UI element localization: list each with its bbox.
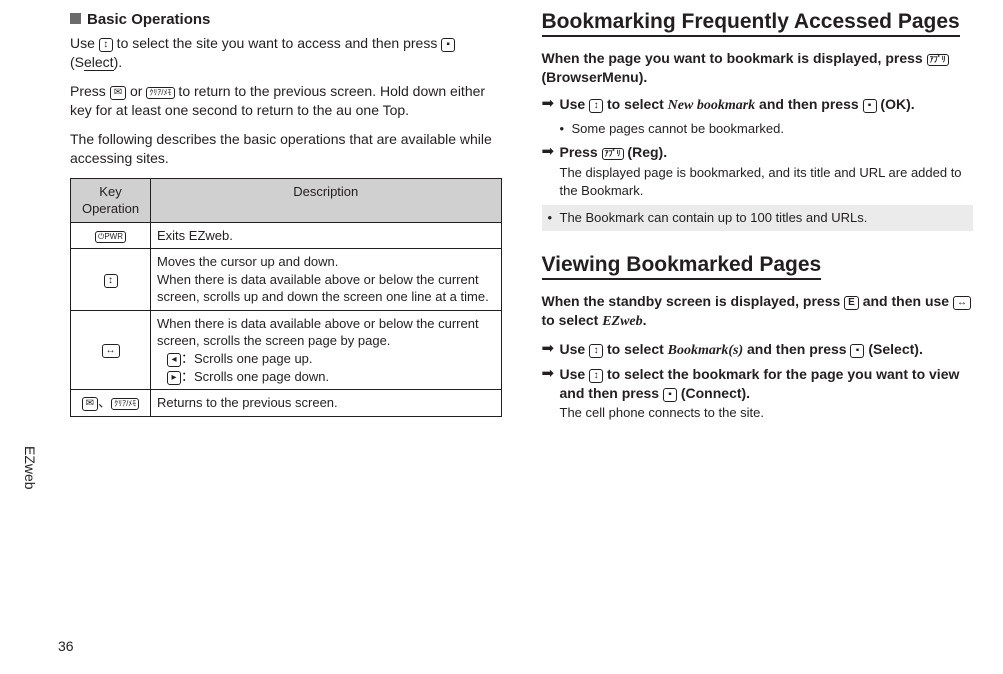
clear-memo-key-icon: ｸﾘｱ/ﾒﾓ	[146, 87, 174, 99]
square-bullet-icon	[70, 13, 81, 24]
table-row: ✉、ｸﾘｱ/ﾒﾓ Returns to the previous screen.	[71, 390, 502, 417]
updown-key-icon: ↕	[589, 344, 603, 358]
step-select-page-bookmark: ➡ Use ↕ to select the bookmark for the p…	[542, 365, 974, 422]
leftright-key-icon: ↔	[953, 296, 971, 310]
table-row: ↔ When there is data available above or …	[71, 310, 502, 389]
side-tab-label: EZweb	[18, 440, 41, 496]
viewing-heading: Viewing Bookmarked Pages	[542, 253, 822, 280]
clear-memo-key-icon: ｸﾘｱ/ﾒﾓ	[111, 398, 139, 410]
updown-key-icon: ↕	[589, 99, 603, 113]
viewing-lead: When the standby screen is displayed, pr…	[542, 292, 974, 332]
page-content: Basic Operations Use ↕ to select the sit…	[0, 0, 1003, 436]
operations-table: Key Operation Description ⏻PWR Exits EZw…	[70, 178, 502, 417]
arrow-icon: ➡	[542, 95, 560, 116]
updown-key-icon: ↕	[104, 274, 118, 288]
table-row: ↕ Moves the cursor up and down. When the…	[71, 249, 502, 311]
col-description: Description	[151, 178, 502, 222]
step-new-bookmark: ➡ Use ↕ to select New bookmark and then …	[542, 95, 974, 116]
right-column: Bookmarking Frequently Accessed Pages Wh…	[542, 10, 974, 426]
ez-key-icon: E	[844, 296, 859, 310]
para-return-prev: Press ✉ or ｸﾘｱ/ﾒﾓ to return to the previ…	[70, 82, 502, 120]
updown-key-icon: ↕	[99, 38, 113, 52]
center-key-icon: ▪	[850, 344, 864, 358]
left-column: Basic Operations Use ↕ to select the sit…	[70, 10, 502, 426]
updown-key-icon: ↕	[589, 369, 603, 383]
arrow-icon: ➡	[542, 143, 560, 199]
app-key-icon: ｱﾌﾟﾘ	[927, 54, 949, 66]
center-key-icon: ▪	[863, 99, 877, 113]
bullet-cannot-bookmark: •Some pages cannot be bookmarked.	[560, 120, 974, 138]
app-key-icon: ｱﾌﾟﾘ	[602, 148, 624, 160]
page-number: 36	[58, 637, 74, 656]
table-header-row: Key Operation Description	[71, 178, 502, 222]
center-key-icon: ▪	[663, 388, 677, 402]
para-describes: The following describes the basic operat…	[70, 130, 502, 168]
power-key-icon: ⏻PWR	[95, 231, 126, 243]
arrow-icon: ➡	[542, 340, 560, 361]
leftright-key-icon: ↔	[102, 344, 120, 358]
para-select-site: Use ↕ to select the site you want to acc…	[70, 34, 502, 72]
arrow-icon: ➡	[542, 365, 560, 422]
heading-text: Basic Operations	[87, 11, 210, 28]
bookmark-lead: When the page you want to bookmark is di…	[542, 49, 974, 87]
bookmarking-heading: Bookmarking Frequently Accessed Pages	[542, 10, 960, 37]
mail-key-icon: ✉	[110, 86, 126, 100]
left-key-icon: ◂	[167, 353, 181, 367]
col-key-operation: Key Operation	[71, 178, 151, 222]
table-row: ⏻PWR Exits EZweb.	[71, 222, 502, 249]
right-key-icon: ▸	[167, 371, 181, 385]
basic-operations-heading: Basic Operations	[70, 10, 502, 30]
step-press-reg: ➡ Press ｱﾌﾟﾘ (Reg). The displayed page i…	[542, 143, 974, 199]
note-bookmark-limit: •The Bookmark can contain up to 100 titl…	[542, 205, 974, 231]
step-select-bookmarks: ➡ Use ↕ to select Bookmark(s) and then p…	[542, 340, 974, 361]
mail-key-icon: ✉	[82, 397, 98, 411]
center-key-icon: ▪	[441, 38, 455, 52]
